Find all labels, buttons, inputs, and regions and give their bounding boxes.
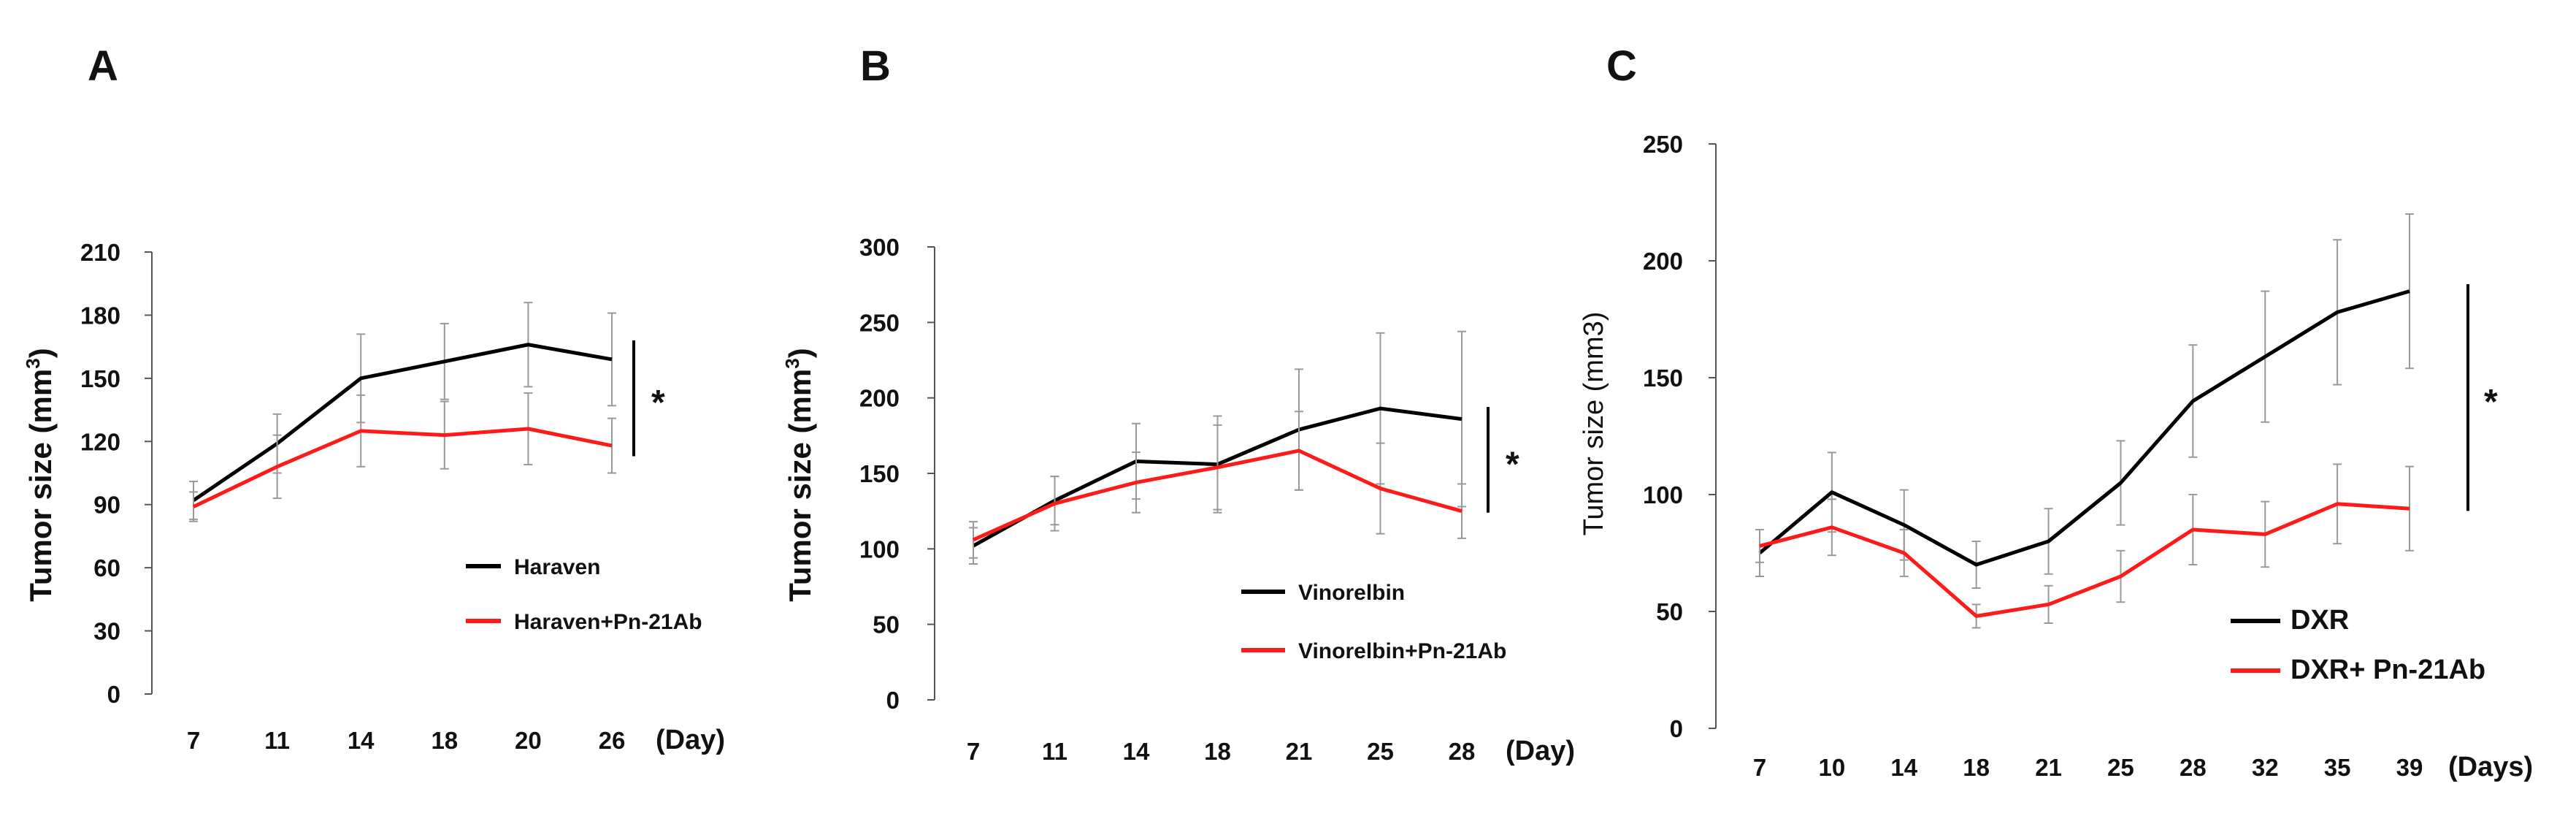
panel-letter: C	[1606, 42, 1637, 90]
y-tick-label: 100	[1643, 481, 1683, 508]
x-axis-unit: (Day)	[656, 725, 725, 755]
x-tick-label: 10	[1819, 754, 1846, 781]
y-tick-label: 0	[107, 681, 120, 708]
chart-panel-b: B 0 50 100 150 200 250 300 7 11 14 18 21 25 28 (Day) Tum…	[781, 42, 1575, 766]
x-tick-label: 18	[1204, 738, 1231, 765]
y-tick-label: 250	[1643, 131, 1683, 158]
x-tick-label: 11	[1042, 738, 1067, 765]
x-tick-label: 35	[2324, 754, 2351, 781]
series-line	[1758, 289, 2410, 567]
y-tick-label: 150	[1643, 365, 1683, 392]
series-combination	[189, 392, 616, 522]
y-axis-title: Tumor size (mm3)	[781, 348, 817, 601]
x-tick-label: 18	[431, 727, 458, 754]
y-tick-label: 150	[80, 365, 120, 392]
x-tick-label: 28	[1449, 738, 1476, 765]
series-line	[1759, 502, 2410, 618]
x-tick-label: 25	[1367, 738, 1394, 765]
x-tick-label: 28	[2180, 754, 2207, 781]
chart-panel-a: A 0 30 60 90 120 150 180 210 7 11 14 18 20 26 (Day) Tumo…	[22, 42, 725, 755]
series-combination	[969, 411, 1466, 559]
y-tick-label: 50	[873, 611, 900, 638]
y-tick-label: 90	[93, 492, 120, 519]
y-tick-label: 120	[80, 428, 120, 455]
y-axis-title-text: Tumor size (mm	[783, 369, 817, 602]
series-line	[192, 427, 613, 508]
y-axis-title: Tumor size (mm3)	[1579, 312, 1609, 536]
x-tick-label: 26	[599, 727, 626, 754]
x-tick-label: 7	[967, 738, 980, 765]
series-line	[972, 449, 1463, 542]
y-tick-label: 150	[859, 460, 900, 487]
legend-label: Vinorelbin	[1298, 581, 1405, 605]
x-axis-unit: (Day)	[1506, 736, 1575, 766]
legend-label: DXR+ Pn-21Ab	[2291, 655, 2485, 685]
panel-letter: A	[88, 42, 118, 90]
panel-letter: B	[860, 42, 891, 90]
x-tick-label: 14	[348, 727, 375, 754]
y-axis-title-text: Tumor size (mm3)	[1579, 312, 1609, 536]
y-axis-title-superscript: 3	[781, 358, 803, 368]
significance-star: *	[1506, 445, 1519, 484]
x-tick-label: 18	[1963, 754, 1990, 781]
series-control	[189, 302, 616, 520]
x-tick-label: 32	[2252, 754, 2279, 781]
legend-label: Haraven+Pn-21Ab	[514, 610, 702, 634]
chart-panel-c: C 0 50 100 150 200 250 7 10 14 18 21 25 28 32 35 39 (Days…	[1579, 42, 2533, 782]
y-tick-label: 0	[886, 687, 900, 714]
series-combination	[1755, 463, 2414, 629]
y-axis-title-superscript: 3	[22, 358, 44, 368]
y-tick-label: 180	[80, 302, 120, 329]
y-axis-title-close: )	[23, 348, 58, 358]
x-tick-label: 39	[2396, 754, 2423, 781]
x-tick-label: 7	[187, 727, 200, 754]
y-tick-label: 210	[80, 239, 120, 266]
series-line	[192, 343, 613, 503]
x-tick-label: 21	[2035, 754, 2062, 781]
y-tick-label: 0	[1670, 715, 1683, 742]
x-tick-label: 14	[1123, 738, 1150, 765]
y-tick-label: 300	[859, 234, 900, 261]
y-tick-label: 250	[859, 309, 900, 336]
x-axis-unit: (Days)	[2448, 752, 2533, 782]
y-tick-label: 50	[1656, 598, 1683, 625]
y-tick-label: 200	[1643, 248, 1683, 275]
y-tick-label: 100	[859, 535, 900, 563]
x-tick-label: 14	[1890, 754, 1917, 781]
y-axis-title-text: Tumor size (mm	[23, 369, 58, 602]
x-tick-label: 11	[264, 727, 290, 754]
y-axis-title: Tumor size (mm3)	[22, 348, 58, 601]
x-tick-label: 7	[1753, 754, 1766, 781]
y-tick-label: 60	[93, 554, 120, 582]
y-tick-label: 200	[859, 385, 900, 412]
x-tick-label: 21	[1286, 738, 1313, 765]
legend-label: Haraven	[514, 555, 600, 579]
y-axis-title-close: )	[783, 348, 817, 358]
legend-label: DXR	[2291, 605, 2349, 636]
significance-star: *	[651, 384, 665, 422]
significance-star: *	[2484, 383, 2498, 422]
series-control	[1755, 213, 2414, 589]
x-tick-label: 20	[515, 727, 542, 754]
x-tick-label: 25	[2107, 754, 2134, 781]
y-tick-label: 30	[93, 618, 120, 645]
legend-label: Vinorelbin+Pn-21Ab	[1298, 639, 1506, 663]
